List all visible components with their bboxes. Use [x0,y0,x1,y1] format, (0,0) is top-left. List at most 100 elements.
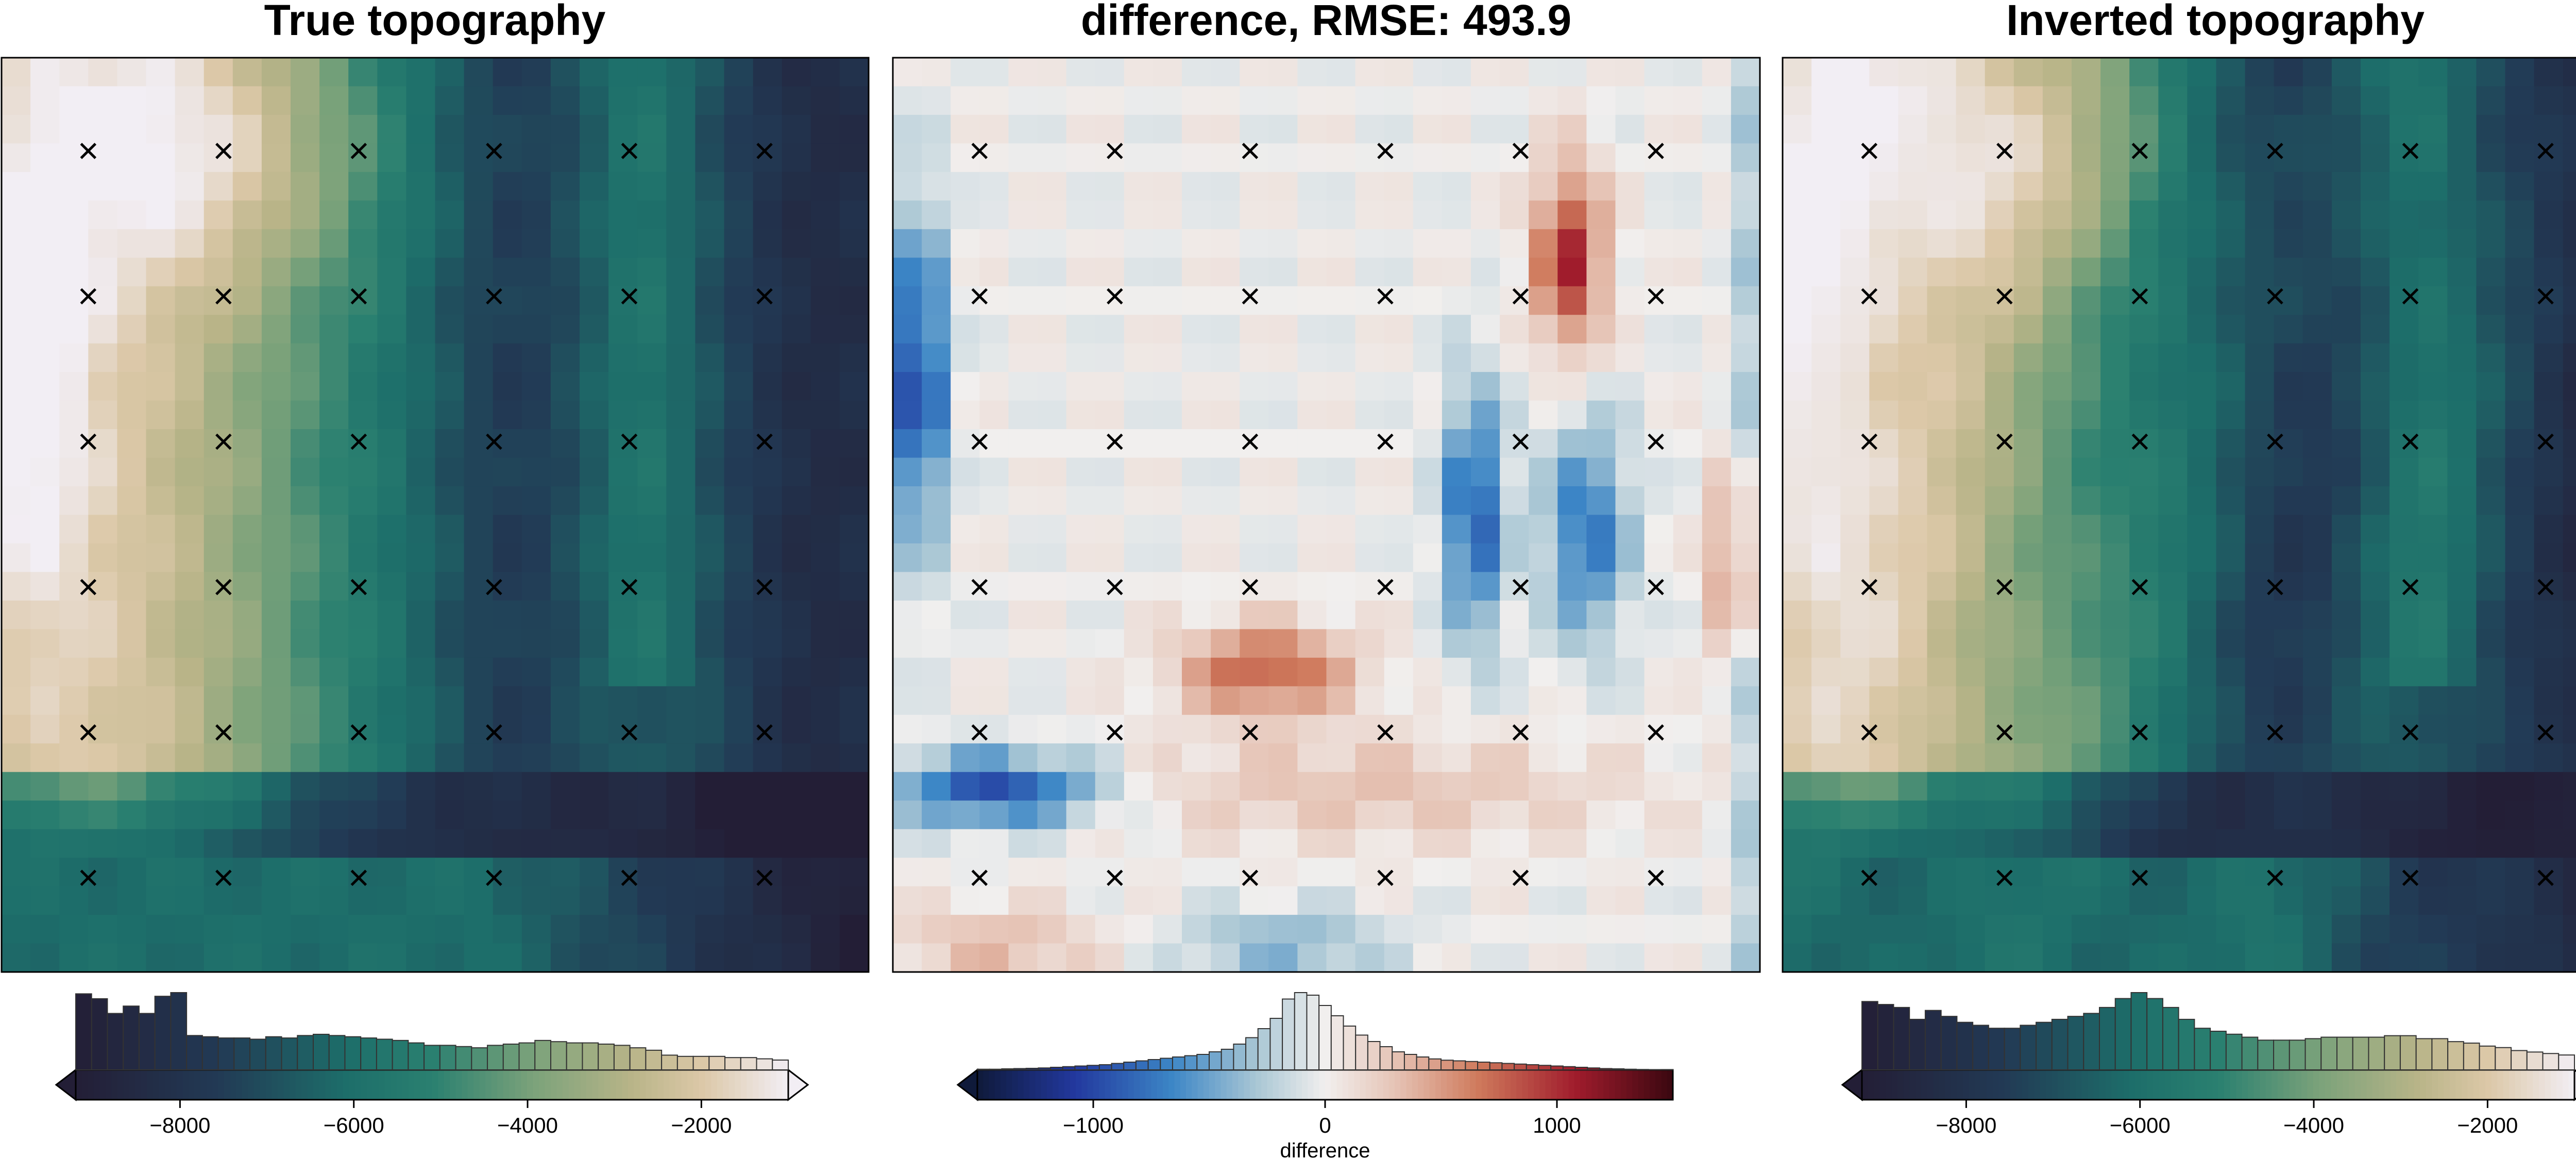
heatmap-cell [1124,315,1154,344]
heatmap-cell [1153,515,1182,544]
heatmap-cell [2505,400,2535,430]
heatmap-cell [922,600,951,629]
heatmap-cell [637,114,667,144]
colorbar-segment [1244,1070,1250,1100]
heatmap-cell [1355,114,1385,144]
heatmap-cell [1731,686,1760,715]
colorbar-segment [1151,1070,1158,1100]
heatmap-cell [1956,143,1986,173]
heatmap-cell [2158,858,2188,887]
heatmap-cell [2042,315,2072,344]
heatmap-cell [204,572,233,601]
heatmap-cell [1153,229,1182,258]
heatmap-cell [88,800,117,830]
panel-title: difference, RMSE: 493.9 [1081,0,1571,44]
heatmap-cell [88,543,117,573]
heatmap-cell [1731,657,1760,687]
colorbar-segment [592,1070,599,1100]
heatmap-cell [2534,343,2564,372]
heatmap-cell [1066,58,1096,87]
heatmap-cell [204,429,233,458]
heatmap-cell [1326,686,1356,715]
heatmap-cell [695,486,725,516]
histogram-bar [1294,992,1308,1070]
heatmap-cell [893,200,922,230]
heatmap-cell [1898,886,1928,915]
colorbar-segment [1539,1070,1546,1100]
heatmap-cell [1557,457,1587,487]
colorbar-segment [687,1070,694,1100]
heatmap-cell [666,429,696,458]
heatmap-cell [1811,743,1841,773]
heatmap-cell [319,515,349,544]
colorbar-segment [1168,1070,1175,1100]
heatmap-cell [1326,400,1356,430]
heatmap-cell [204,886,233,915]
heatmap-cell [695,86,725,115]
heatmap-cell [2563,400,2576,430]
heatmap-cell [30,858,60,887]
colorbar-segment [1041,1070,1047,1100]
heatmap-cell [2418,457,2448,487]
colorbar-segment [515,1070,521,1100]
heatmap-cell [1898,172,1928,201]
heatmap-cell [175,743,205,773]
heatmap-cell [1731,943,1760,973]
heatmap-cell [521,457,551,487]
colorbar-segment [2129,1070,2136,1100]
heatmap-cell [2187,58,2217,87]
heatmap-cell [232,258,262,287]
survey-point [1996,433,2013,450]
heatmap-cell [810,943,840,973]
heatmap-cell [1095,143,1125,173]
heatmap-cell [1355,229,1385,258]
heatmap-cell [1840,172,1870,201]
heatmap-cell [1500,743,1529,773]
heatmap-cell [1644,315,1674,344]
heatmap-cell [1240,772,1269,801]
heatmap-cell [2216,858,2246,887]
histogram-bar [344,1036,362,1070]
heatmap-cell [1840,915,1870,944]
heatmap-cell [88,457,117,487]
heatmap-cell [319,943,349,973]
heatmap-cell [30,915,60,944]
survey-markers [971,143,1664,886]
heatmap-cell [2158,372,2188,401]
heatmap-cell [1702,258,1732,287]
colorbar-segment [1209,1070,1215,1100]
heatmap-cell [666,629,696,658]
heatmap-cell [521,200,551,230]
colorbar-segment [129,1070,135,1100]
heatmap-cell [1124,200,1154,230]
heatmap-cell [1615,200,1645,230]
heatmap-cell [2245,686,2275,715]
heatmap-cell [951,515,980,544]
heatmap-cell [2302,943,2332,973]
heatmap-cell [810,172,840,201]
histogram-bar [1877,1004,1894,1070]
survey-point [80,288,97,305]
histogram-bar [408,1042,425,1070]
heatmap-cell [377,172,406,201]
heatmap-cell [1869,372,1899,401]
heatmap-cell [1008,743,1038,773]
heatmap-cell [1702,629,1732,658]
heatmap-cell [1384,343,1414,372]
heatmap-cell [951,172,980,201]
heatmap-cell [1644,515,1674,544]
heatmap-cell [1211,58,1240,87]
heatmap-cell [893,858,922,887]
heatmap-cell [1008,86,1038,115]
heatmap-cell [839,886,869,915]
histogram-bar [1038,1067,1052,1070]
heatmap-cell [1297,457,1327,487]
heatmap-cell [637,800,667,830]
heatmap-cell [291,829,320,858]
heatmap-cell [2,743,31,773]
heatmap-cell [1384,943,1414,973]
heatmap-cell [464,515,494,544]
heatmap-cell [2,58,31,87]
heatmap-cell [2563,286,2576,315]
